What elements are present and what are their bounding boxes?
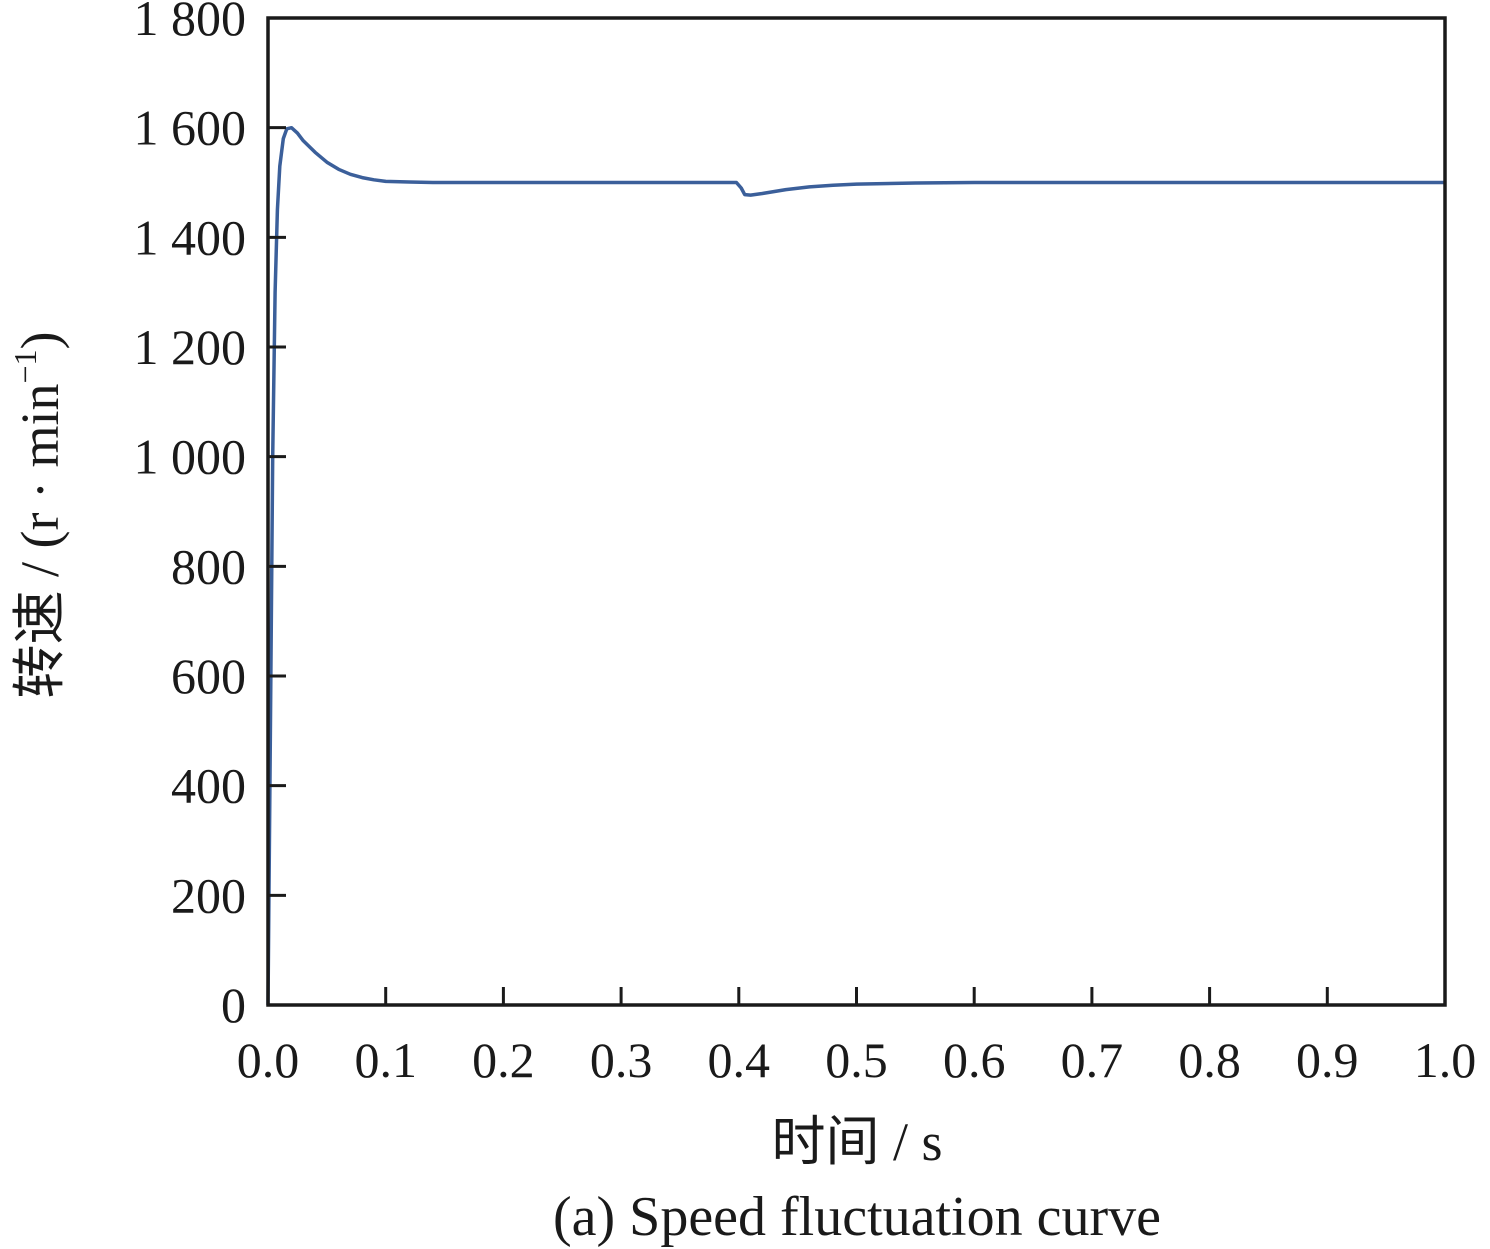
x-tick-label: 1.0: [1414, 1032, 1477, 1088]
x-tick-label: 0.7: [1061, 1032, 1124, 1088]
y-axis-label-sup: −1: [7, 349, 43, 383]
labels: 时间 / s (a) Speed fluctuation curve 转速 / …: [7, 332, 1161, 1249]
y-tick-label: 800: [171, 538, 246, 594]
axes: 0.0 0.1 0.2 0.3 0.4 0.5 0.6 0.7 0.8 0.9 1.0 0 200 400…: [134, 0, 1477, 1088]
x-tick-label: 0.5: [825, 1032, 888, 1088]
y-axis-label-main: 转速 / (r · min: [10, 384, 70, 699]
y-tick-label: 1 200: [134, 319, 247, 375]
x-tick-label: 0.1: [354, 1032, 417, 1088]
plot-frame: [266, 16, 1447, 1007]
y-tick-label: 1 800: [134, 0, 247, 46]
y-tick-label: 0: [221, 977, 246, 1033]
y-tick-label: 400: [171, 758, 246, 814]
chart-caption: (a) Speed fluctuation curve: [553, 1186, 1161, 1248]
x-tick-label: 0.2: [472, 1032, 535, 1088]
y-tick-label: 600: [171, 648, 246, 704]
y-tick-label: 200: [171, 867, 246, 923]
x-tick-label: 0.4: [708, 1032, 771, 1088]
series-line-0: [266, 125, 1445, 1006]
y-tick-label: 1 000: [134, 429, 247, 485]
x-tick-label: 0.0: [237, 1032, 300, 1088]
y-axis-label-close: ): [10, 332, 70, 350]
y-tick-label: 1 400: [134, 209, 247, 265]
x-axis-label: 时间 / s: [771, 1112, 942, 1172]
x-tick-label: 0.3: [590, 1032, 653, 1088]
y-axis-label: 转速 / (r · min−1): [7, 332, 70, 699]
x-tick-label: 0.6: [943, 1032, 1006, 1088]
x-tick-label: 0.8: [1178, 1032, 1241, 1088]
y-tick-label: 1 600: [134, 100, 247, 156]
x-tick-label: 0.9: [1296, 1032, 1359, 1088]
plot-area: [266, 125, 1445, 1006]
